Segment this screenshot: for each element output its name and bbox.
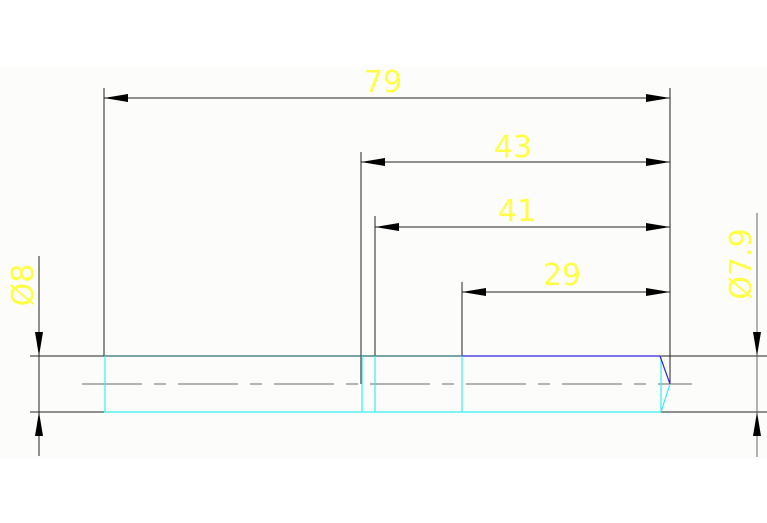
dimension-text-dia-8: Ø8 [6,264,41,307]
extension-lines [103,88,671,384]
chamfer-top [659,355,671,385]
shaft-part[interactable] [104,355,671,413]
diameter-dimension-right: Ø7.9 [724,213,761,457]
dimension-text-29: 29 [543,258,581,293]
dimension-text-43: 43 [494,130,532,165]
dimension-text-41: 41 [498,194,536,229]
chamfer-bottom [660,383,671,413]
diameter-dimension-left: Ø8 [6,256,43,456]
dimension-text-79: 79 [364,65,402,100]
dimension-text-dia-7-9: Ø7.9 [724,228,759,299]
drawing-area [0,66,767,458]
